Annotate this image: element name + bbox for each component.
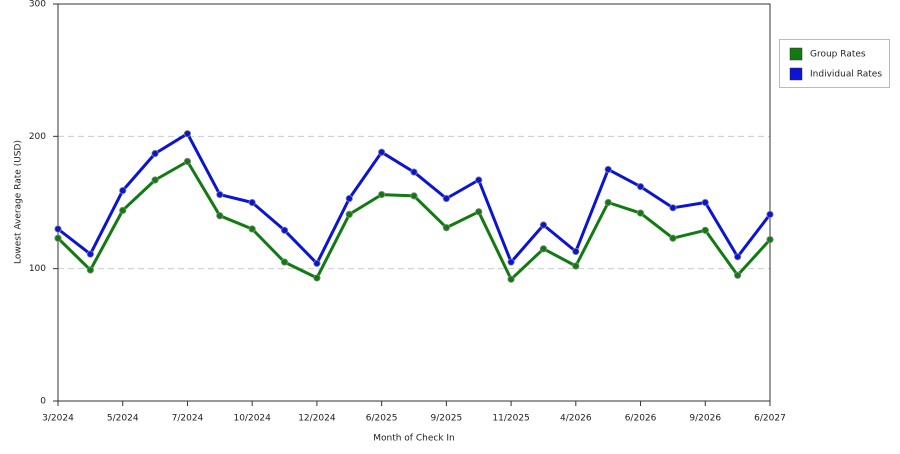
legend-swatch [789, 47, 803, 61]
x-tick-label: 10/2024 [233, 414, 271, 424]
plot-frame [57, 3, 771, 402]
y-axis-label: Lowest Average Rate (USD) [14, 140, 24, 264]
point [766, 235, 774, 244]
point [734, 271, 742, 279]
point [410, 192, 418, 200]
point [119, 186, 127, 195]
point [442, 224, 450, 232]
point [345, 194, 353, 203]
point [475, 176, 483, 184]
point [216, 212, 224, 220]
legend-box [779, 39, 890, 88]
x-tick-label: 7/2024 [172, 414, 204, 424]
x-axis-label: Month of Check In [373, 434, 455, 444]
x-tick-label: 6/2026 [625, 414, 657, 424]
point [280, 258, 289, 266]
x-tick-label: 4/2026 [560, 414, 592, 424]
point [119, 206, 127, 215]
point [475, 208, 483, 216]
y-tick-label: 300 [29, 0, 46, 10]
x-tick-label: 9/2025 [431, 414, 463, 424]
point [734, 253, 742, 261]
point [86, 266, 94, 274]
y-tick-label: 100 [29, 264, 46, 274]
x-tick-label: 6/2025 [366, 414, 398, 424]
point [507, 275, 515, 283]
point [313, 274, 321, 282]
point [572, 262, 580, 270]
point [378, 190, 386, 199]
point [313, 259, 321, 267]
point [183, 130, 192, 138]
point [604, 198, 612, 207]
point [636, 209, 645, 217]
point [216, 190, 224, 199]
point [669, 234, 677, 242]
point [539, 221, 548, 229]
point [572, 247, 580, 256]
point [539, 245, 548, 253]
point [54, 225, 62, 233]
x-tick-label: 3/2024 [42, 414, 74, 424]
point [151, 176, 159, 184]
point [701, 226, 709, 234]
point [345, 210, 353, 219]
point [766, 210, 774, 219]
point [378, 148, 386, 156]
point [248, 198, 256, 207]
point [636, 183, 645, 191]
legend-label: Group Rates [810, 50, 866, 60]
point [442, 194, 450, 203]
x-tick-label: 11/2025 [492, 414, 529, 424]
point [410, 168, 418, 176]
point [248, 225, 256, 233]
x-tick-label: 6/2027 [754, 414, 786, 424]
point [280, 226, 289, 234]
point [669, 204, 677, 212]
legend-label: Individual Rates [810, 70, 882, 80]
y-tick-label: 0 [40, 397, 46, 407]
y-tick-label: 200 [29, 132, 46, 142]
x-tick-label: 12/2024 [298, 414, 336, 424]
point [86, 250, 94, 258]
point [151, 149, 159, 158]
point [54, 234, 62, 242]
point [183, 157, 192, 166]
x-tick-label: 9/2026 [689, 414, 721, 424]
x-tick-label: 5/2024 [107, 414, 139, 424]
legend-swatch [789, 67, 803, 81]
point [604, 165, 612, 174]
point [701, 198, 709, 207]
point [507, 258, 515, 266]
